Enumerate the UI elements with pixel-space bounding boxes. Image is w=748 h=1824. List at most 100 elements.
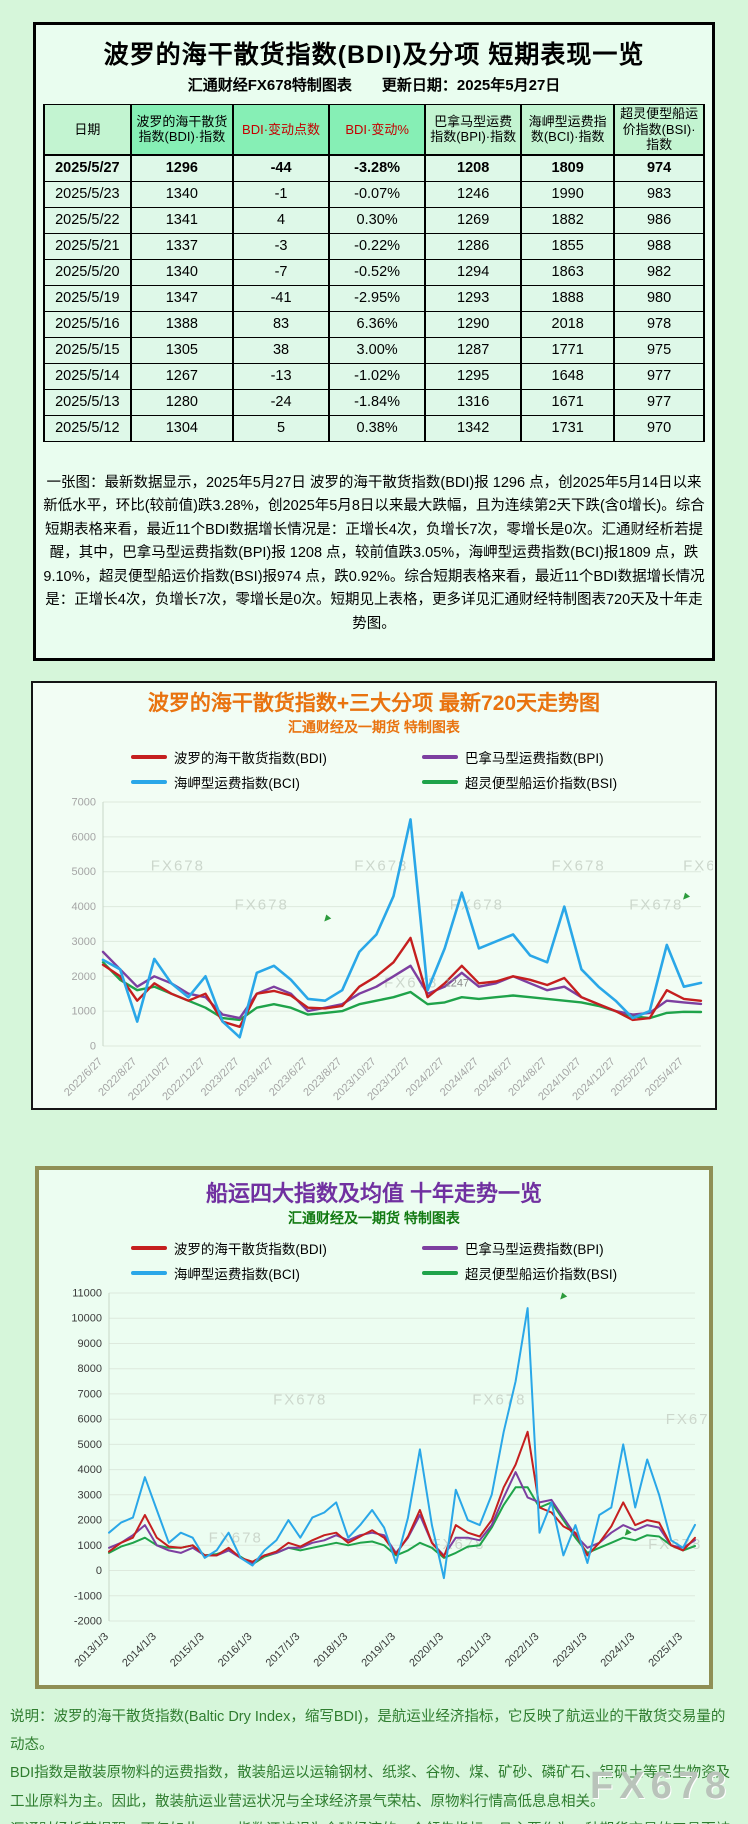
table-row: 2025/5/12 1304 5 0.38% 1342 1731 970	[43, 414, 705, 442]
table-cell: 4	[232, 206, 331, 234]
legend-swatch	[421, 755, 458, 760]
table-cell: 982	[613, 258, 705, 286]
table-cell: 1269	[424, 206, 523, 234]
legend-item: 海岬型运费指数(BCI)	[130, 1263, 327, 1283]
svg-text:2014/1/3: 2014/1/3	[120, 1631, 159, 1670]
table-cell: 1341	[129, 206, 235, 234]
svg-text:2013/1/3: 2013/1/3	[72, 1631, 111, 1670]
column-header: BDI·变动%	[328, 103, 427, 156]
table-meta: 汇通财经FX678特制图表 更新日期：2025年5月27日	[187, 77, 561, 94]
svg-text:2019/1/3: 2019/1/3	[359, 1631, 398, 1670]
table-cell: 0.38%	[328, 414, 427, 442]
chart-720-plot: 0 1000 2000 3000 4000 5000 6000 7000 FX678 FX678 F…	[62, 797, 713, 1104]
table-row: 2025/5/19 1347 -41 -2.95% 1293 1888 980	[43, 284, 705, 312]
svg-text:FX678: FX678	[209, 1529, 263, 1546]
green-triangle-marker	[560, 1292, 568, 1300]
table-cell: 2025/5/21	[43, 232, 132, 260]
table-cell: 1294	[424, 258, 523, 286]
chart-720-title: 波罗的海干散货指数+三大分项 最新720天走势图	[147, 692, 601, 716]
bdi-table-section: 波罗的海干散货指数(BDI)及分项 短期表现一览 汇通财经FX678特制图表 更…	[33, 22, 715, 662]
svg-text:3000: 3000	[72, 936, 96, 948]
legend-swatch	[130, 1245, 167, 1250]
chart-10y-subtitle: 汇通财经及一期货 特制图表	[288, 1209, 460, 1226]
svg-text:FX678: FX678	[354, 858, 408, 875]
svg-text:FX678: FX678	[151, 858, 205, 875]
table-cell: 83	[232, 310, 331, 338]
svg-text:FX678: FX678	[683, 858, 713, 875]
table-cell: 1882	[520, 206, 616, 234]
legend-item: 波罗的海干散货指数(BDI)	[130, 1238, 327, 1258]
svg-text:9000: 9000	[78, 1338, 102, 1350]
svg-text:FX678: FX678	[431, 1536, 485, 1553]
table-cell: 980	[613, 284, 705, 312]
table-cell: 1305	[129, 336, 235, 364]
table-cell: 2025/5/12	[43, 414, 132, 442]
table-cell: -44	[232, 154, 331, 182]
table-cell: 1347	[129, 284, 235, 312]
chart-10y-section: 船运四大指数及均值 十年走势一览 汇通财经及一期货 特制图表 波罗的海干散货指数…	[35, 1166, 713, 1689]
legend-label: 波罗的海干散货指数(BDI)	[173, 751, 327, 767]
table-cell: 1293	[424, 284, 523, 312]
table-cell: -3	[232, 232, 331, 260]
legend-item: 海岬型运费指数(BCI)	[130, 772, 327, 792]
table-row: 2025/5/27 1296 -44 -3.28% 1208 1809 974	[43, 154, 705, 182]
table-cell: 1990	[520, 180, 616, 208]
table-row: 2025/5/20 1340 -7 -0.52% 1294 1863 982	[43, 258, 705, 286]
svg-text:FX678: FX678	[629, 897, 683, 914]
note-line: 说明：波罗的海干散货指数(Baltic Dry Index，缩写BDI)，是航运…	[10, 1708, 726, 1754]
green-triangle-marker	[683, 893, 691, 901]
table-cell: 1208	[424, 154, 523, 182]
table-row: 2025/5/15 1305 38 3.00% 1287 1771 975	[43, 336, 705, 364]
column-header: 海岬型运费指数(BCI)·指数	[520, 103, 616, 156]
table-cell: -3.28%	[328, 154, 427, 182]
table-cell: 983	[613, 180, 705, 208]
bdi-table-head: 日期 波罗的海干散货指数(BDI)·指数 BDI·变动点数 BDI·变动% 巴拿马型运费…	[43, 103, 705, 156]
chart-10y-title: 船运四大指数及均值 十年走势一览	[205, 1181, 543, 1207]
table-cell: 974	[613, 154, 705, 182]
table-cell: 1731	[520, 414, 616, 442]
table-row: 2025/5/23 1340 -1 -0.07% 1246 1990 983	[43, 180, 705, 208]
table-cell: 975	[613, 336, 705, 364]
svg-text:7000: 7000	[72, 797, 96, 809]
legend-label: 海岬型运费指数(BCI)	[173, 776, 300, 792]
table-cell: 986	[613, 206, 705, 234]
table-cell: -1.02%	[328, 362, 427, 390]
table-cell: 1809	[520, 154, 616, 182]
chart-10y-plot: -2000 -1000 0 1000 2000 3000 4000 5000 6000 7000 8…	[71, 1287, 707, 1670]
table-cell: 6.36%	[328, 310, 427, 338]
table-cell: 38	[232, 336, 331, 364]
table-cell: 1388	[129, 310, 235, 338]
table-cell: 2025/5/13	[43, 388, 132, 416]
legend-item: 巴拿马型运费指数(BPI)	[421, 1238, 617, 1258]
svg-text:FX678: FX678	[666, 1411, 707, 1428]
chart-720-section: 波罗的海干散货指数+三大分项 最新720天走势图 汇通财经及一期货 特制图表 波…	[31, 681, 717, 1111]
green-triangle-marker	[624, 1528, 632, 1536]
svg-text:2023/1/3: 2023/1/3	[551, 1631, 590, 1670]
table-cell: 2025/5/15	[43, 336, 132, 364]
table-cell: 2025/5/23	[43, 180, 132, 208]
legend-swatch	[421, 1245, 458, 1250]
table-row: 2025/5/13 1280 -24 -1.84% 1316 1671 977	[43, 388, 705, 416]
bdi-table: 日期 波罗的海干散货指数(BDI)·指数 BDI·变动点数 BDI·变动% 巴拿马型运费…	[43, 103, 705, 442]
svg-text:5000: 5000	[72, 867, 96, 879]
table-cell: 2025/5/14	[43, 362, 132, 390]
table-cell: -41	[232, 284, 331, 312]
svg-text:6000: 6000	[78, 1414, 102, 1426]
svg-text:FX678: FX678	[472, 1391, 526, 1408]
legend-label: 超灵便型船运价指数(BSI)	[464, 1266, 618, 1282]
column-header: BDI·变动点数	[232, 103, 331, 156]
table-cell: -1	[232, 180, 331, 208]
table-cell: -24	[232, 388, 331, 416]
svg-text:-2000: -2000	[74, 1615, 102, 1627]
svg-text:0: 0	[96, 1565, 102, 1577]
notes-block: 说明：波罗的海干散货指数(Baltic Dry Index，缩写BDI)，是航运…	[10, 1703, 738, 1824]
table-cell: 1290	[424, 310, 523, 338]
chart-720-legend: 波罗的海干散货指数(BDI) 巴拿马型运费指数(BPI) 海岬型运费指数(BCI) 超…	[37, 747, 711, 792]
table-cell: 1337	[129, 232, 235, 260]
svg-text:2022/1/3: 2022/1/3	[503, 1631, 542, 1670]
table-cell: 3.00%	[328, 336, 427, 364]
svg-text:4000: 4000	[72, 902, 96, 914]
legend-swatch	[421, 780, 458, 785]
svg-text:5000: 5000	[78, 1439, 102, 1451]
green-triangle-marker	[324, 914, 332, 922]
